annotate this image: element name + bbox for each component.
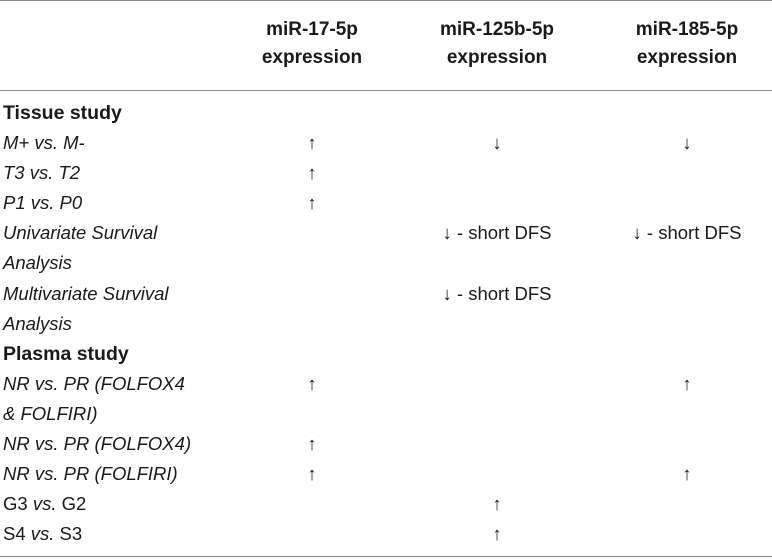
table-row-continuation: Analysis [0, 248, 772, 278]
table-row: NR vs. PR (FOLFOX4) ↑ [0, 429, 772, 459]
table-row: NR vs. PR (FOLFOX4 ↑ ↑ [0, 369, 772, 399]
row-label: Univariate Survival [3, 222, 158, 243]
table-row: S4 vs. S3 ↑ [0, 519, 772, 549]
column-header-mir-17: miR-17-5p expression [212, 16, 412, 72]
row-label: NR vs. PR (FOLFIRI) [3, 463, 178, 484]
table-row: G3 vs. G2 ↑ [0, 489, 772, 519]
row-label: G3 vs. G2 [3, 489, 86, 519]
cell-mir-125b: ↓ [492, 132, 502, 153]
row-label: NR vs. PR (FOLFOX4) [3, 433, 192, 454]
cell-mir-185: ↑ [682, 463, 692, 484]
header-rule [0, 90, 772, 91]
row-label: S4 vs. S3 [3, 519, 82, 549]
row-label-italic: vs. [30, 523, 55, 544]
cell-mir-17: ↑ [307, 162, 317, 183]
row-label: P1 vs. P0 [3, 192, 83, 213]
cell-mir-125b: ↓ - short DFS [442, 283, 552, 304]
table-row: T3 vs. T2 ↑ [0, 158, 772, 188]
table-row: P1 vs. P0 ↑ [0, 188, 772, 218]
column-header-mir-125b: miR-125b-5p expression [397, 16, 597, 72]
table-row: M+ vs. M- ↑ ↓ ↓ [0, 128, 772, 158]
section-row-plasma: Plasma study [0, 339, 772, 369]
row-label-part: S3 [54, 523, 83, 544]
bottom-rule [0, 556, 772, 557]
row-label-part: G3 [3, 493, 33, 514]
column-header-line: miR-185-5p [635, 19, 739, 40]
cell-mir-125b: ↓ - short DFS [442, 222, 552, 243]
row-label-part: S4 [3, 523, 31, 544]
cell-mir-17: ↑ [307, 132, 317, 153]
column-header-mir-185: miR-185-5p expression [587, 16, 772, 72]
cell-mir-185: ↓ [682, 132, 692, 153]
section-title: Plasma study [3, 343, 129, 365]
cell-mir-17: ↑ [307, 192, 317, 213]
column-header-line: expression [261, 47, 363, 68]
table-row: Univariate Survival ↓ - short DFS ↓ - sh… [0, 218, 772, 248]
column-header-line: miR-17-5p [266, 19, 358, 40]
column-header-line: expression [636, 47, 738, 68]
top-rule [0, 0, 772, 1]
table-row: NR vs. PR (FOLFIRI) ↑ ↑ [0, 459, 772, 489]
row-label-part: G2 [56, 493, 87, 514]
row-label: M+ vs. M- [3, 132, 85, 153]
cell-mir-185: ↓ - short DFS [632, 222, 742, 243]
row-label: Multivariate Survival [3, 283, 169, 304]
cell-mir-125b: ↑ [492, 523, 502, 544]
column-header-line: miR-125b-5p [439, 19, 555, 40]
table-row: Multivariate Survival ↓ - short DFS [0, 279, 772, 309]
section-row-tissue: Tissue study [0, 98, 772, 128]
row-label: Analysis [3, 252, 72, 273]
column-header-line: expression [446, 47, 548, 68]
cell-mir-17: ↑ [307, 373, 317, 394]
cell-mir-17: ↑ [307, 433, 317, 454]
row-label: T3 vs. T2 [3, 162, 81, 183]
cell-mir-17: ↑ [307, 463, 317, 484]
row-label: & FOLFIRI) [3, 403, 98, 424]
table-row-continuation: Analysis [0, 309, 772, 339]
row-label-italic: vs. [32, 493, 57, 514]
table-row-continuation: & FOLFIRI) [0, 399, 772, 429]
row-label: Analysis [3, 313, 72, 334]
cell-mir-125b: ↑ [492, 493, 502, 514]
section-title: Tissue study [3, 102, 122, 124]
row-label: NR vs. PR (FOLFOX4 [3, 373, 185, 394]
cell-mir-185: ↑ [682, 373, 692, 394]
